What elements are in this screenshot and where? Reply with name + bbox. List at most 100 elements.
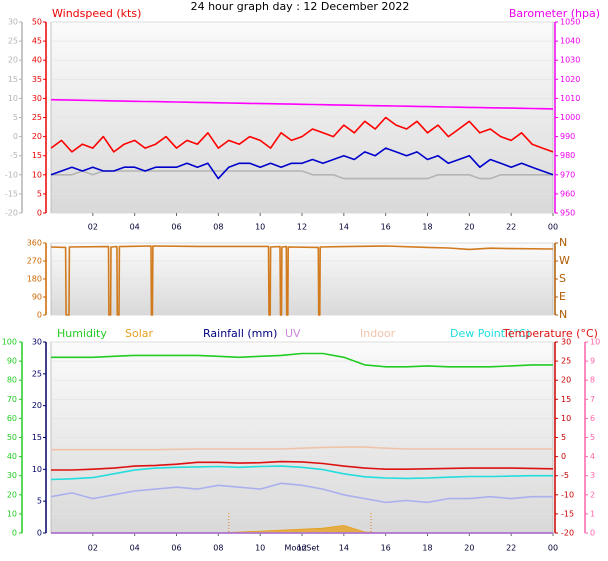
y-tick-label: 0 bbox=[590, 529, 595, 538]
y-tick-label: 50 bbox=[7, 433, 17, 442]
y-tick-label: 30 bbox=[7, 471, 17, 480]
y-tick-label: 20 bbox=[32, 401, 42, 410]
legend-entry: Dew Point (°C) bbox=[450, 327, 530, 340]
y-tick-label: 9 bbox=[590, 357, 595, 366]
series-line bbox=[50, 482, 553, 504]
y-tick-label: 960 bbox=[560, 189, 575, 198]
y-tick-label: 4 bbox=[590, 452, 595, 461]
y-tick-label: 2 bbox=[590, 490, 595, 499]
y-tick-label: 90 bbox=[7, 357, 17, 366]
axis-title: Windspeed (kts) bbox=[52, 7, 141, 20]
x-tick-label: 10 bbox=[255, 544, 265, 553]
y-tick-label: 25 bbox=[32, 369, 42, 378]
y-tick-label: 25 bbox=[32, 113, 42, 122]
y-tick-label: 15 bbox=[8, 75, 18, 84]
y-tick-label: -15 bbox=[561, 509, 574, 518]
y-tick-label: 990 bbox=[560, 132, 575, 141]
x-tick-label: 02 bbox=[88, 223, 98, 232]
y-tick-label: -5 bbox=[10, 151, 18, 160]
x-tick-label: 16 bbox=[381, 223, 391, 232]
y-tick-label: 8 bbox=[590, 376, 595, 385]
x-tick-label: 08 bbox=[213, 223, 223, 232]
y-tick-label: 7 bbox=[590, 395, 595, 404]
y-tick-label: 5 bbox=[561, 433, 566, 442]
y-tick-label: -15 bbox=[5, 189, 18, 198]
y-tick-label: -10 bbox=[5, 170, 18, 179]
legend-entry: Rainfall (mm) bbox=[203, 327, 277, 340]
y-tick-label: 15 bbox=[561, 395, 571, 404]
y-tick-label: 40 bbox=[7, 452, 17, 461]
y-tick-label: 20 bbox=[7, 490, 17, 499]
y-tick-label: 10 bbox=[8, 94, 18, 103]
y-tick-label: E bbox=[559, 290, 566, 303]
legend-entry: Temperature (°C) bbox=[502, 327, 598, 340]
series-line bbox=[50, 98, 554, 110]
y-tick-label: 30 bbox=[32, 338, 42, 347]
y-tick-label: 70 bbox=[7, 395, 17, 404]
x-tick-label: 18 bbox=[422, 223, 432, 232]
x-tick-label: 00 bbox=[548, 223, 558, 232]
y-tick-label: 0 bbox=[13, 132, 18, 141]
y-tick-label: 1020 bbox=[560, 75, 580, 84]
series-line bbox=[51, 352, 553, 368]
x-tick-label: 02 bbox=[88, 544, 98, 553]
x-tick-label: 20 bbox=[464, 223, 474, 232]
y-tick-label: 100 bbox=[2, 338, 17, 347]
series-line bbox=[50, 465, 553, 481]
y-tick-label: 1000 bbox=[560, 113, 580, 122]
y-tick-label: 25 bbox=[561, 357, 571, 366]
y-tick-label: S bbox=[559, 272, 566, 285]
x-tick-label: 08 bbox=[213, 544, 223, 553]
x-tick-label: 12 bbox=[297, 223, 307, 232]
y-tick-label: 30 bbox=[561, 338, 571, 347]
y-tick-label: 15 bbox=[32, 433, 42, 442]
y-tick-label: 1050 bbox=[560, 18, 580, 27]
x-tick-label: 04 bbox=[130, 544, 140, 553]
x-tick-label: 06 bbox=[171, 223, 181, 232]
y-tick-label: 10 bbox=[561, 414, 571, 423]
legend-entry: Humidity bbox=[57, 327, 107, 340]
y-tick-label: 3 bbox=[590, 471, 595, 480]
y-tick-label: 25 bbox=[8, 37, 18, 46]
y-tick-label: 30 bbox=[32, 94, 42, 103]
y-tick-label: 5 bbox=[13, 113, 18, 122]
x-tick-label: 16 bbox=[381, 544, 391, 553]
legend-entry: Indoor bbox=[360, 327, 396, 340]
y-tick-label: -10 bbox=[561, 490, 574, 499]
x-tick-label: 14 bbox=[339, 223, 349, 232]
y-tick-label: 0 bbox=[37, 209, 42, 218]
y-tick-label: 0 bbox=[561, 452, 566, 461]
y-tick-label: 1010 bbox=[560, 94, 580, 103]
x-tick-label: 20 bbox=[464, 544, 474, 553]
y-tick-label: 1040 bbox=[560, 37, 580, 46]
x-tick-label: 00 bbox=[548, 544, 558, 553]
legend-entry: Solar bbox=[125, 327, 154, 340]
y-tick-label: 10 bbox=[32, 170, 42, 179]
y-tick-label: 5 bbox=[37, 189, 42, 198]
annotation: MoonSet bbox=[285, 544, 320, 553]
y-tick-label: 50 bbox=[32, 18, 42, 27]
y-tick-label: -20 bbox=[561, 529, 574, 538]
x-tick-label: 14 bbox=[339, 544, 349, 553]
y-tick-label: 45 bbox=[32, 37, 42, 46]
y-tick-label: 5 bbox=[590, 433, 595, 442]
series-line bbox=[50, 245, 554, 316]
y-tick-label: 5 bbox=[37, 497, 42, 506]
y-tick-label: 20 bbox=[561, 376, 571, 385]
y-tick-label: 0 bbox=[37, 311, 42, 320]
y-tick-label: N bbox=[559, 236, 567, 249]
y-tick-label: 20 bbox=[32, 132, 42, 141]
y-tick-label: 10 bbox=[590, 338, 600, 347]
y-tick-label: 970 bbox=[560, 170, 575, 179]
y-tick-label: 40 bbox=[32, 56, 42, 65]
x-tick-label: 22 bbox=[506, 223, 516, 232]
y-tick-label: 980 bbox=[560, 151, 575, 160]
x-tick-label: 04 bbox=[130, 223, 140, 232]
series-line bbox=[51, 446, 553, 451]
y-tick-label: 6 bbox=[590, 414, 595, 423]
y-tick-label: 90 bbox=[32, 293, 42, 302]
y-tick-label: 950 bbox=[560, 209, 575, 218]
y-tick-label: 60 bbox=[7, 414, 17, 423]
legend-entry: UV bbox=[285, 327, 301, 340]
